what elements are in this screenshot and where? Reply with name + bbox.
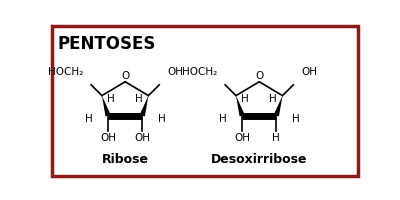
Text: OH: OH	[100, 133, 116, 143]
Text: H: H	[107, 94, 115, 104]
Text: OH: OH	[234, 133, 250, 143]
Text: Ribose: Ribose	[102, 153, 149, 166]
Text: PENTOSES: PENTOSES	[58, 35, 156, 53]
Text: H: H	[292, 114, 300, 124]
Text: OH: OH	[167, 67, 183, 77]
Text: H: H	[219, 114, 227, 124]
Text: HOCH₂: HOCH₂	[182, 67, 218, 77]
Text: H: H	[269, 94, 277, 104]
Text: O: O	[255, 71, 263, 81]
Text: OH: OH	[301, 67, 317, 77]
Text: O: O	[121, 71, 129, 81]
Polygon shape	[274, 96, 282, 116]
Text: HOCH₂: HOCH₂	[48, 67, 83, 77]
Text: H: H	[85, 114, 93, 124]
Polygon shape	[236, 96, 245, 116]
Text: H: H	[242, 94, 249, 104]
Text: H: H	[272, 133, 280, 143]
Text: H: H	[135, 94, 143, 104]
Polygon shape	[102, 96, 111, 116]
Polygon shape	[140, 96, 148, 116]
Text: H: H	[158, 114, 166, 124]
Text: Desoxirribose: Desoxirribose	[211, 153, 308, 166]
Text: OH: OH	[134, 133, 150, 143]
